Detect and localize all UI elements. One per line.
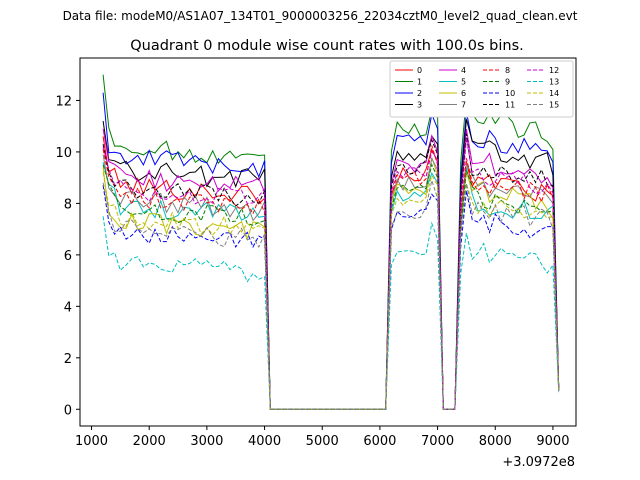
legend-label-3: 3 bbox=[417, 101, 422, 110]
x-tick-label: 4000 bbox=[248, 434, 281, 449]
x-axis: 1000 2000 3000 4000 5000 6000 7000 8000 9000 bbox=[75, 426, 569, 449]
chart-suptitle: Data file: modeM0/AS1A07_134T01_90000032… bbox=[63, 9, 578, 23]
series-line-15 bbox=[102, 178, 560, 410]
x-offset-label: +3.0972e8 bbox=[502, 455, 575, 470]
legend-label-10: 10 bbox=[505, 89, 515, 98]
legend-label-15: 15 bbox=[549, 101, 559, 110]
x-tick-label: 5000 bbox=[306, 434, 339, 449]
series-layer bbox=[102, 74, 560, 410]
y-tick-label: 6 bbox=[64, 249, 72, 264]
x-tick-label: 1000 bbox=[75, 434, 108, 449]
legend-label-8: 8 bbox=[505, 66, 510, 75]
y-tick-label: 0 bbox=[64, 403, 72, 418]
legend-label-14: 14 bbox=[549, 89, 559, 98]
series-line-13 bbox=[102, 216, 560, 410]
y-tick-label: 4 bbox=[64, 300, 72, 315]
legend-label-9: 9 bbox=[505, 78, 510, 87]
legend-label-1: 1 bbox=[417, 78, 422, 87]
y-tick-label: 2 bbox=[64, 352, 72, 367]
plot-frame bbox=[79, 57, 577, 427]
y-axis: 0 2 4 6 8 10 12 bbox=[55, 94, 80, 418]
x-tick-label: 7000 bbox=[421, 434, 454, 449]
chart-title: Quadrant 0 module wise count rates with … bbox=[130, 38, 524, 54]
x-tick-label: 8000 bbox=[479, 434, 512, 449]
x-tick-label: 2000 bbox=[133, 434, 166, 449]
y-tick-label: 8 bbox=[64, 197, 72, 212]
legend-label-2: 2 bbox=[417, 89, 422, 98]
legend-label-11: 11 bbox=[505, 101, 515, 110]
legend-label-0: 0 bbox=[417, 66, 422, 75]
legend-label-4: 4 bbox=[461, 66, 466, 75]
plot-area: 1000 2000 3000 4000 5000 6000 7000 8000 9000 0 2 4… bbox=[55, 57, 577, 470]
x-tick-label: 3000 bbox=[190, 434, 223, 449]
legend-box bbox=[389, 60, 574, 118]
y-tick-label: 12 bbox=[55, 94, 72, 109]
legend-label-13: 13 bbox=[549, 78, 559, 87]
x-tick-label: 9000 bbox=[536, 434, 569, 449]
x-tick-label: 6000 bbox=[363, 434, 396, 449]
y-tick-label: 10 bbox=[55, 146, 72, 161]
legend-label-7: 7 bbox=[461, 101, 466, 110]
legend-label-6: 6 bbox=[461, 89, 466, 98]
legend-label-12: 12 bbox=[549, 66, 559, 75]
legend-label-5: 5 bbox=[461, 78, 466, 87]
